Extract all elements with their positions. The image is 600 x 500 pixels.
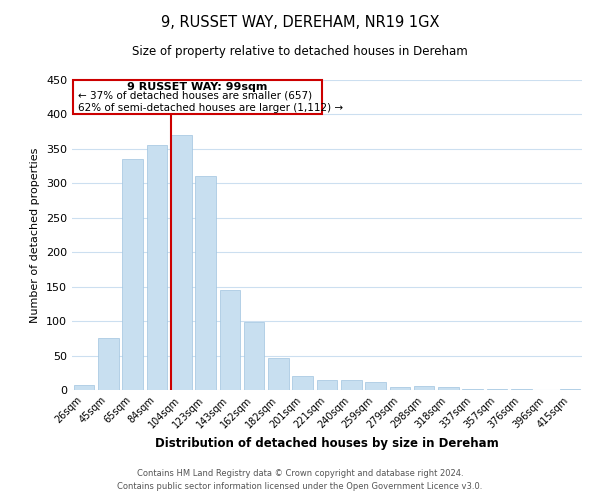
Text: Contains public sector information licensed under the Open Government Licence v3: Contains public sector information licen… xyxy=(118,482,482,491)
Text: 9 RUSSET WAY: 99sqm: 9 RUSSET WAY: 99sqm xyxy=(127,82,268,92)
Bar xyxy=(414,386,434,390)
Bar xyxy=(317,380,337,390)
Bar xyxy=(438,386,459,390)
FancyBboxPatch shape xyxy=(73,80,322,114)
Bar xyxy=(365,382,386,390)
Text: 62% of semi-detached houses are larger (1,112) →: 62% of semi-detached houses are larger (… xyxy=(79,102,343,113)
Bar xyxy=(195,176,216,390)
Text: Contains HM Land Registry data © Crown copyright and database right 2024.: Contains HM Land Registry data © Crown c… xyxy=(137,468,463,477)
Bar xyxy=(146,146,167,390)
X-axis label: Distribution of detached houses by size in Dereham: Distribution of detached houses by size … xyxy=(155,436,499,450)
Bar xyxy=(74,385,94,390)
Bar xyxy=(487,388,508,390)
Bar xyxy=(122,159,143,390)
Text: 9, RUSSET WAY, DEREHAM, NR19 1GX: 9, RUSSET WAY, DEREHAM, NR19 1GX xyxy=(161,15,439,30)
Bar xyxy=(292,376,313,390)
Bar xyxy=(341,380,362,390)
Bar xyxy=(171,135,191,390)
Bar xyxy=(268,358,289,390)
Y-axis label: Number of detached properties: Number of detached properties xyxy=(31,148,40,322)
Bar xyxy=(560,388,580,390)
Bar xyxy=(463,388,483,390)
Bar xyxy=(389,387,410,390)
Bar xyxy=(220,290,240,390)
Bar xyxy=(98,338,119,390)
Text: ← 37% of detached houses are smaller (657): ← 37% of detached houses are smaller (65… xyxy=(79,90,313,101)
Bar xyxy=(244,322,265,390)
Text: Size of property relative to detached houses in Dereham: Size of property relative to detached ho… xyxy=(132,45,468,58)
